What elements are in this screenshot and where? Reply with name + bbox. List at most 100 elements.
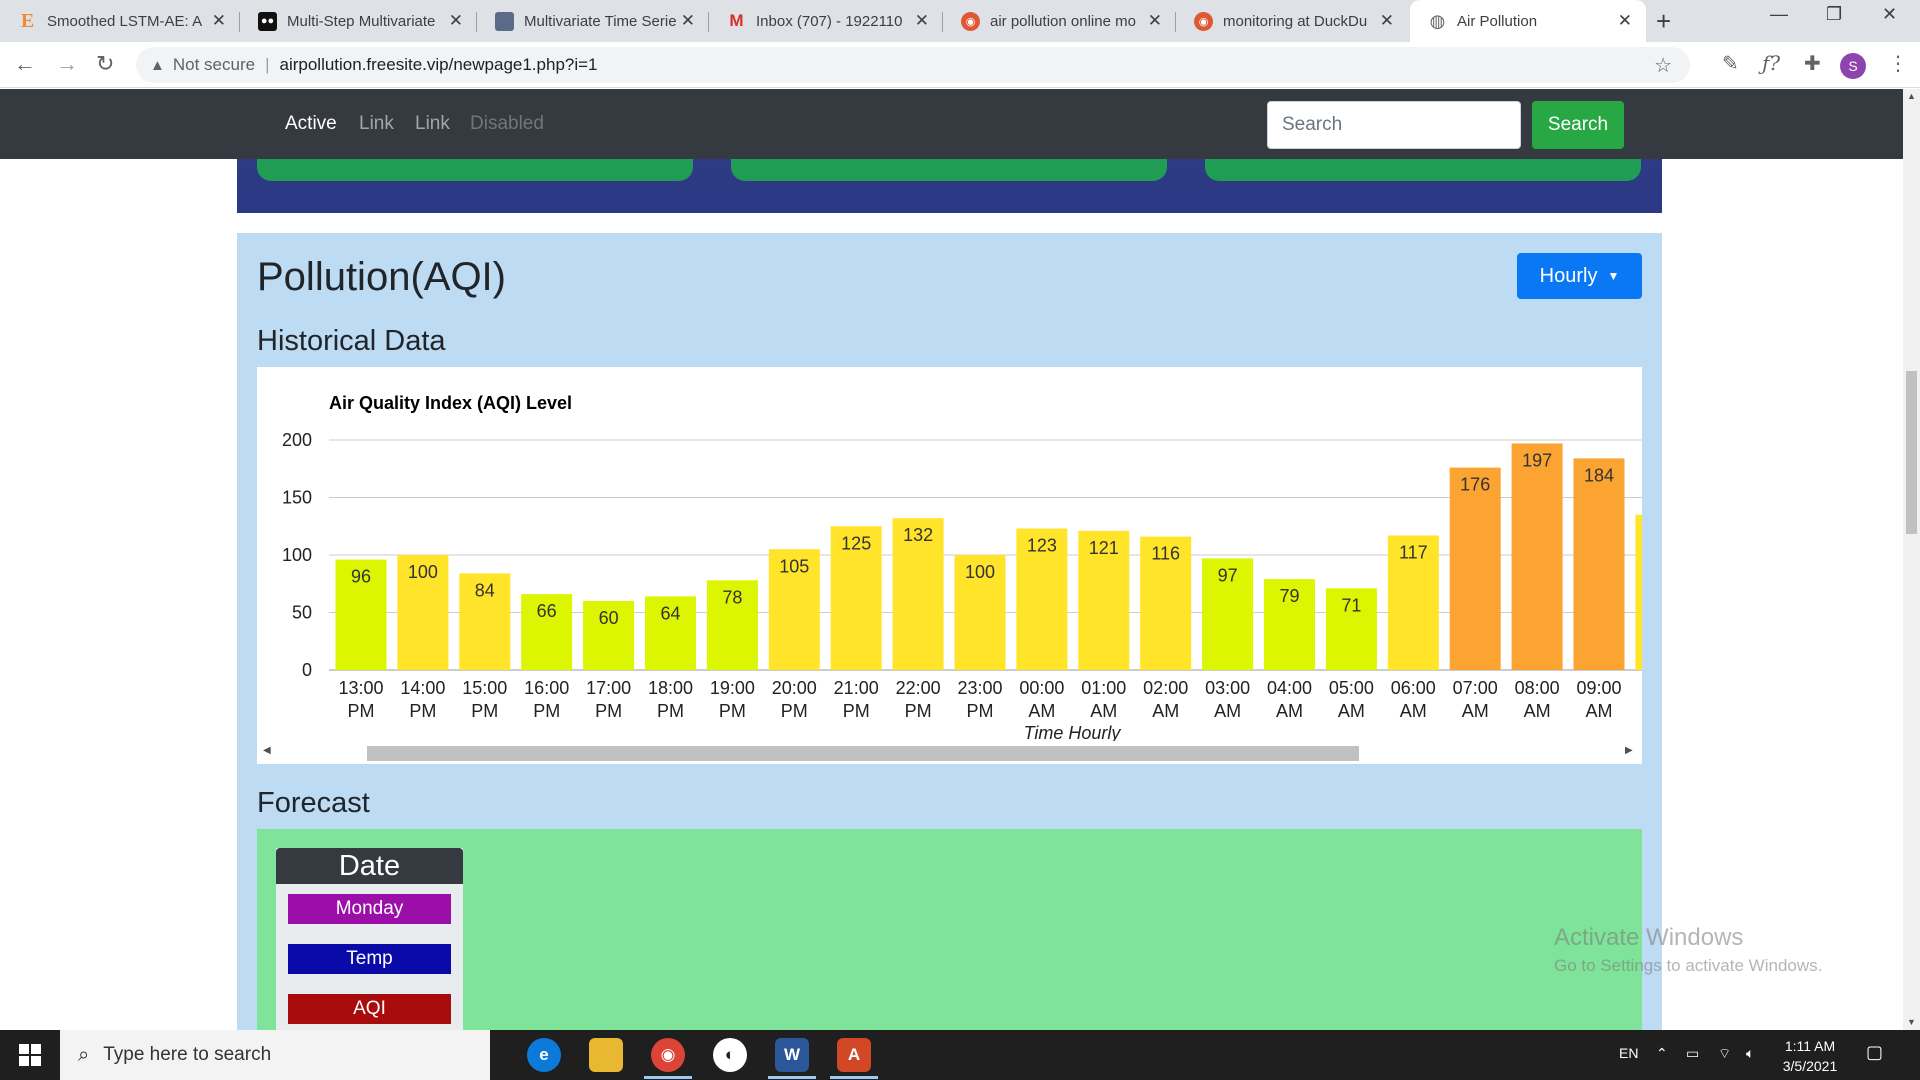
temp-chip: Temp bbox=[288, 944, 451, 974]
browser-tab[interactable]: ◉ air pollution online mo ✕ bbox=[943, 0, 1176, 42]
word-icon[interactable]: W bbox=[775, 1038, 809, 1072]
forecast-heading: Forecast bbox=[257, 787, 370, 819]
browser-tab[interactable]: M Inbox (707) - 1922110 ✕ bbox=[709, 0, 943, 42]
bar bbox=[397, 555, 449, 670]
language-indicator[interactable]: EN bbox=[1619, 1045, 1639, 1061]
browser-tab[interactable]: Multivariate Time Serie ✕ bbox=[477, 0, 709, 42]
x-axis-label: Time Hourly bbox=[1024, 723, 1122, 741]
bar bbox=[1078, 530, 1130, 670]
taskbar-clock[interactable]: 1:11 AM 3/5/2021 bbox=[1770, 1036, 1850, 1076]
x-tick-label: 02:00 bbox=[1143, 678, 1188, 698]
back-icon[interactable]: ← bbox=[14, 51, 36, 76]
scroll-thumb[interactable] bbox=[367, 746, 1359, 761]
tab-separator bbox=[239, 12, 240, 32]
volume-icon[interactable]: 🔈︎ bbox=[1746, 1045, 1755, 1061]
x-tick-label-period: AM bbox=[1400, 701, 1427, 721]
clock-date: 3/5/2021 bbox=[1782, 1058, 1838, 1074]
extension-pen-icon[interactable]: ✎ bbox=[1722, 53, 1739, 75]
restore-icon[interactable]: ❐ bbox=[1826, 4, 1843, 24]
tab-close-icon[interactable]: ✕ bbox=[680, 11, 695, 30]
x-tick-label: 14:00 bbox=[400, 678, 445, 698]
nav-link[interactable]: Link bbox=[359, 113, 394, 134]
page-vertical-scrollbar[interactable]: ▲ ▼ bbox=[1903, 89, 1920, 1030]
tab-separator bbox=[476, 12, 477, 32]
notifications-icon[interactable]: ▢ bbox=[1866, 1042, 1884, 1062]
browser-tab[interactable]: E Smoothed LSTM-AE: A ✕ bbox=[0, 0, 240, 42]
browser-tab[interactable]: ◉ monitoring at DuckDu ✕ bbox=[1176, 0, 1408, 42]
bar bbox=[459, 573, 511, 670]
file-explorer-icon[interactable] bbox=[589, 1038, 623, 1072]
tab-close-icon[interactable]: ✕ bbox=[1617, 11, 1632, 30]
bar-value-label: 78 bbox=[722, 587, 742, 607]
tab-close-icon[interactable]: ✕ bbox=[914, 11, 929, 30]
nav-link[interactable]: Link bbox=[415, 113, 450, 134]
more-menu-icon[interactable]: ⋮ bbox=[1888, 53, 1908, 75]
browser-tab[interactable]: ●● Multi-Step Multivariate ✕ bbox=[240, 0, 477, 42]
tab-close-icon[interactable]: ✕ bbox=[211, 11, 226, 30]
new-tab-icon[interactable]: + bbox=[1656, 6, 1672, 36]
bar-value-label: 116 bbox=[1151, 544, 1180, 564]
scroll-left-icon[interactable]: ◀ bbox=[263, 745, 271, 756]
edge-icon[interactable]: e bbox=[527, 1038, 561, 1072]
x-tick-label: 01:00 bbox=[1081, 678, 1126, 698]
tab-close-icon[interactable]: ✕ bbox=[1379, 11, 1394, 30]
y-tick-label: 200 bbox=[282, 430, 312, 450]
x-tick-label-period: AM bbox=[1338, 701, 1365, 721]
nav-link-active[interactable]: Active bbox=[285, 113, 337, 134]
scroll-right-icon[interactable]: ▶ bbox=[1625, 745, 1633, 756]
x-tick-label-period: PM bbox=[905, 701, 932, 721]
banner-card bbox=[257, 159, 693, 181]
aqi-chip: AQI bbox=[288, 994, 451, 1024]
x-tick-label: 17:00 bbox=[586, 678, 631, 698]
x-tick-label: 23:00 bbox=[957, 678, 1002, 698]
aqi-chart: Air Quality Index (AQI) Level 0 50 100 150 20… bbox=[257, 367, 1642, 764]
x-tick-label-period: PM bbox=[967, 701, 994, 721]
tab-close-icon[interactable]: ✕ bbox=[448, 11, 463, 30]
address-bar[interactable]: ▲ Not secure | airpollution.freesite.vip… bbox=[136, 47, 1690, 83]
close-window-icon[interactable]: ✕ bbox=[1882, 4, 1898, 24]
chrome-icon[interactable]: ◉ bbox=[651, 1038, 685, 1072]
app-icon[interactable]: ◐ bbox=[713, 1038, 747, 1072]
battery-icon[interactable]: ▭ bbox=[1686, 1045, 1700, 1061]
bar-value-label: 96 bbox=[351, 567, 371, 587]
tab-favicon-icon bbox=[495, 11, 514, 31]
scroll-down-icon[interactable]: ▼ bbox=[1907, 1017, 1916, 1027]
x-tick-label-period: PM bbox=[843, 701, 870, 721]
forward-icon[interactable]: → bbox=[56, 51, 78, 76]
scroll-thumb[interactable] bbox=[1906, 371, 1917, 534]
extensions-puzzle-icon[interactable]: ✚ bbox=[1804, 53, 1821, 75]
chart-horizontal-scrollbar[interactable]: ◀ ▶ bbox=[257, 741, 1642, 764]
bar-value-label: 121 bbox=[1089, 538, 1119, 558]
chart-title: Air Quality Index (AQI) Level bbox=[329, 393, 572, 413]
x-tick-label-period: AM bbox=[1524, 701, 1551, 721]
search-input[interactable]: Search bbox=[1267, 101, 1521, 149]
active-app-indicator bbox=[644, 1076, 692, 1079]
bookmark-star-icon[interactable]: ☆ bbox=[1654, 55, 1672, 77]
scroll-up-icon[interactable]: ▲ bbox=[1907, 91, 1916, 101]
bar bbox=[1016, 528, 1068, 670]
reload-icon[interactable]: ↻ bbox=[96, 51, 115, 76]
x-tick-label: 22:00 bbox=[896, 678, 941, 698]
start-button[interactable] bbox=[0, 1030, 60, 1080]
wifi-icon[interactable]: ⌔ bbox=[1718, 1045, 1732, 1061]
hourly-dropdown-button[interactable]: Hourly ▼ bbox=[1517, 253, 1642, 299]
taskbar-search-box[interactable]: ⌕ Type here to search bbox=[60, 1030, 490, 1080]
tray-overflow-icon[interactable]: ⌃ bbox=[1656, 1045, 1668, 1061]
bar-value-label: 84 bbox=[475, 580, 495, 600]
x-tick-label: 15:00 bbox=[462, 678, 507, 698]
formula-extension-icon[interactable]: ƒ? bbox=[1762, 51, 1781, 75]
minimize-icon[interactable]: — bbox=[1770, 4, 1788, 24]
bar bbox=[1202, 558, 1254, 670]
browser-tab-active[interactable]: ◍ Air Pollution ✕ bbox=[1410, 0, 1646, 42]
bar-value-label: 105 bbox=[779, 556, 809, 576]
forecast-date-card: Date Monday Temp AQI bbox=[276, 848, 463, 1030]
bar bbox=[583, 601, 635, 670]
profile-avatar[interactable]: S bbox=[1840, 53, 1866, 79]
search-button[interactable]: Search bbox=[1532, 101, 1624, 149]
tab-close-icon[interactable]: ✕ bbox=[1147, 11, 1162, 30]
pollution-panel: Pollution(AQI) Hourly ▼ Historical Data … bbox=[237, 233, 1662, 1030]
acrobat-icon[interactable]: A bbox=[837, 1038, 871, 1072]
url-text: airpollution.freesite.vip/newpage1.php?i… bbox=[279, 55, 598, 74]
windows-activation-watermark: Activate Windows Go to Settings to activ… bbox=[1554, 924, 1822, 976]
x-tick-label: 20:00 bbox=[772, 678, 817, 698]
